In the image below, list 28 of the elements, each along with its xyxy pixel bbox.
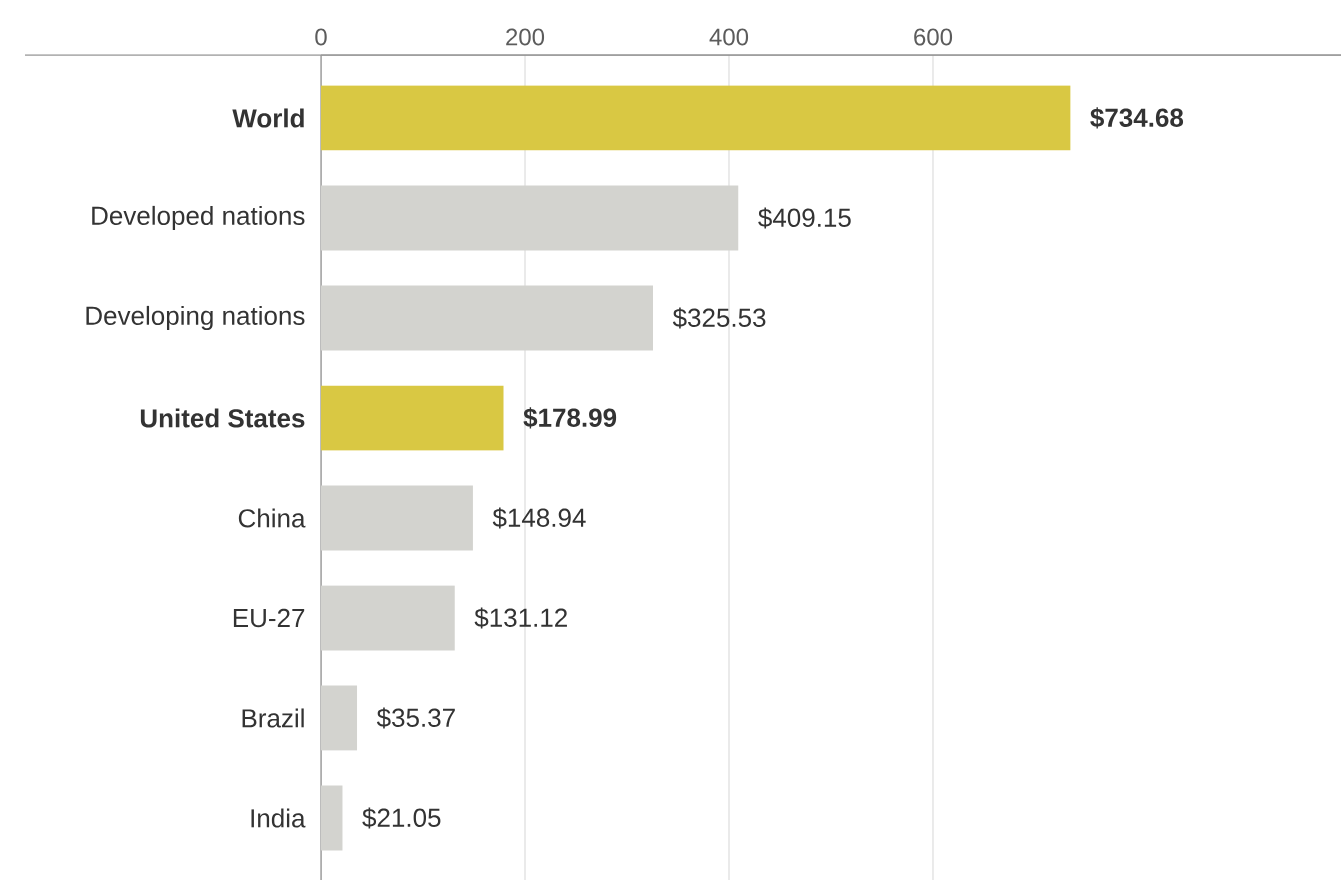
y-tick-label: Brazil <box>242 708 304 728</box>
data-label: $734.68 <box>1090 107 1184 129</box>
y-tick-label: United States <box>140 408 305 428</box>
y-tick-label: China <box>238 508 306 528</box>
bar <box>321 485 473 551</box>
bar <box>321 85 1071 151</box>
bar <box>321 185 739 251</box>
data-label: $409.15 <box>758 207 851 229</box>
data-label: $35.37 <box>376 707 455 729</box>
bar <box>321 285 654 351</box>
data-label: $21.05 <box>362 807 441 829</box>
y-tick-label: Developed nations <box>92 205 305 231</box>
y-tick-label: Developing nations <box>86 305 305 331</box>
data-label: $148.94 <box>492 507 586 529</box>
data-label: $325.53 <box>672 307 766 329</box>
bar <box>321 685 358 751</box>
data-label: $178.99 <box>523 407 617 429</box>
x-tick-label: 200 <box>506 28 545 46</box>
x-tick-label: 600 <box>914 28 953 46</box>
data-label: $131.12 <box>474 607 567 629</box>
bar <box>321 785 343 851</box>
y-tick-label: World <box>232 108 304 128</box>
x-tick-label: 400 <box>709 28 749 46</box>
x-tick-label: 0 <box>315 28 327 46</box>
y-tick-label: India <box>251 808 306 828</box>
bar <box>321 585 455 651</box>
bar <box>321 385 504 451</box>
y-tick-label: EU-27 <box>233 608 305 628</box>
